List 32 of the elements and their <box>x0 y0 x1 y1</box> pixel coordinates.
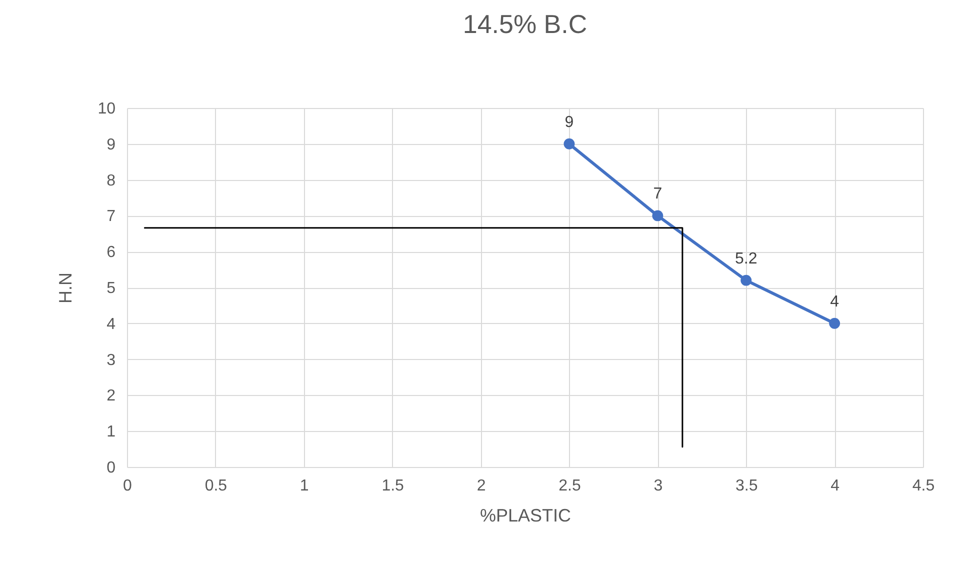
point <box>740 274 752 286</box>
data-label: 4 <box>830 293 840 310</box>
x-tick-label: 3.5 <box>735 478 758 494</box>
y-tick-label: 3 <box>106 352 116 369</box>
x-tick-label: 2.5 <box>558 478 581 494</box>
y-tick-label: 10 <box>98 100 116 118</box>
point <box>829 318 840 329</box>
y-tick-label: 9 <box>106 136 116 154</box>
point <box>652 210 664 222</box>
data-label: 9 <box>564 114 574 131</box>
y-tick-label: 4 <box>106 316 116 333</box>
y-tick-label: 8 <box>106 172 116 190</box>
data-label: 7 <box>653 186 662 203</box>
y-tick-label: 2 <box>106 388 116 405</box>
x-axis-title: %PLASTIC <box>480 506 572 526</box>
y-tick-label: 0 <box>106 460 116 476</box>
x-tick-label: 1 <box>300 478 309 494</box>
x-tick-label: 0 <box>123 478 132 494</box>
y-axis-title: H.N <box>56 272 76 304</box>
y-tick-label: 1 <box>106 424 116 441</box>
x-tick-label: 3 <box>654 478 663 494</box>
x-tick-label: 4.5 <box>912 478 935 494</box>
point <box>564 138 575 150</box>
data-label: 5.2 <box>734 250 758 268</box>
x-tick-label: 2 <box>476 478 486 494</box>
x-tick-label: 1.5 <box>382 478 404 494</box>
y-tick-label: 5 <box>106 280 116 297</box>
y-tick-label: 7 <box>106 208 116 226</box>
x-tick-label: 0.5 <box>204 478 228 494</box>
x-tick-label: 4 <box>830 478 840 494</box>
chart-title: 14.5% B.C <box>462 9 588 39</box>
y-tick-label: 6 <box>106 244 116 262</box>
